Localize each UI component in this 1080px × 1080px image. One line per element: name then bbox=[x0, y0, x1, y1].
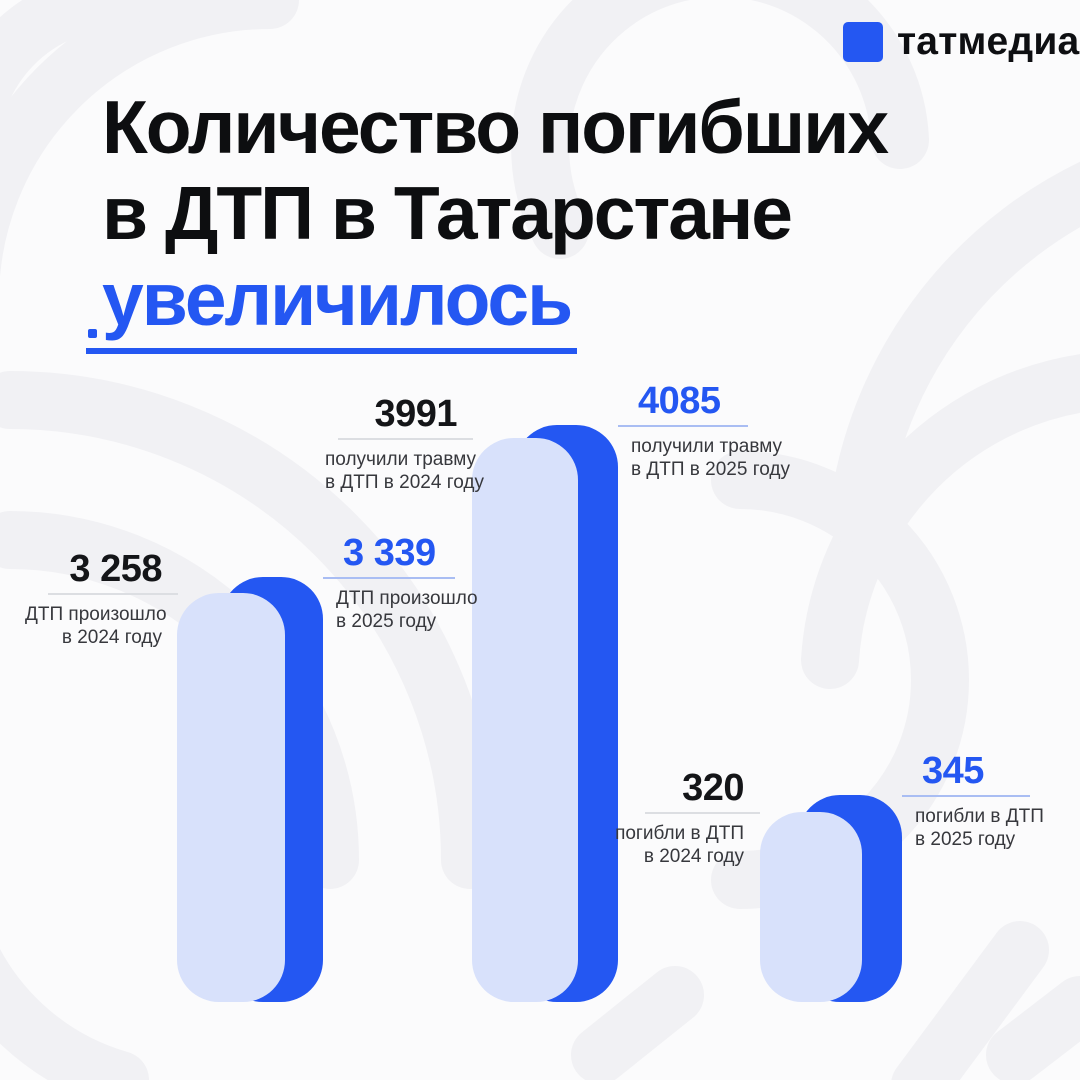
desc-line-2: в ДТП в 2025 году bbox=[631, 459, 790, 480]
callout-line-2025 bbox=[618, 425, 748, 427]
value-2024: 3 258 bbox=[69, 548, 162, 590]
brand-name: татмедиа bbox=[897, 20, 1080, 63]
label-2024-group-2: 3991 получили травму в ДТП в 2024 году bbox=[325, 392, 484, 494]
value-desc-2025: ДТП произошло в 2025 году bbox=[323, 587, 478, 633]
value-2024: 320 bbox=[682, 767, 744, 809]
label-2025-group-2: 4085 получили травму в ДТП в 2025 году bbox=[618, 379, 790, 481]
desc-line-1: погибли в ДТП bbox=[615, 823, 744, 844]
label-2025-group-1: 3 339 ДТП произошло в 2025 году bbox=[323, 531, 478, 633]
desc-line-1: ДТП произошло bbox=[25, 604, 167, 625]
desc-line-1: ДТП произошло bbox=[336, 588, 478, 609]
headline-line-2: в ДТП в Татарстане bbox=[102, 171, 793, 255]
value-2024: 3991 bbox=[374, 393, 457, 435]
label-2024-group-1: 3 258 ДТП произошло в 2024 году bbox=[25, 547, 178, 649]
value-desc-2025: получили травму в ДТП в 2025 году bbox=[618, 435, 790, 481]
desc-line-2: в 2024 году bbox=[643, 846, 744, 867]
headline-highlight: увеличилось bbox=[86, 256, 578, 354]
headline-line-1: Количество погибших bbox=[102, 85, 889, 169]
label-2025-group-3: 345 погибли в ДТП в 2025 году bbox=[902, 749, 1052, 851]
value-desc-2024: ДТП произошло в 2024 году bbox=[25, 603, 178, 649]
value-2025: 4085 bbox=[638, 380, 721, 422]
bar-2024-group-1 bbox=[177, 593, 285, 1002]
brand-logo: татмедиа bbox=[843, 20, 1079, 64]
desc-line-1: получили травму bbox=[325, 449, 477, 470]
bar-2024-group-2 bbox=[472, 438, 578, 1002]
value-2025: 345 bbox=[922, 750, 984, 792]
callout-line-2025 bbox=[902, 795, 1030, 797]
value-desc-2024: погибли в ДТП в 2024 году bbox=[600, 822, 760, 868]
callout-line-2024 bbox=[48, 593, 178, 595]
value-desc-2024: получили травму в ДТП в 2024 году bbox=[325, 448, 484, 494]
label-2024-group-3: 320 погибли в ДТП в 2024 году bbox=[600, 766, 760, 868]
callout-line-2025 bbox=[323, 577, 455, 579]
desc-line-1: погибли в ДТП bbox=[915, 806, 1044, 827]
desc-line-1: получили травму bbox=[631, 436, 783, 457]
value-desc-2025: погибли в ДТП в 2025 году bbox=[902, 805, 1052, 851]
headline: Количество погибших в ДТП в Татарстане уве… bbox=[86, 84, 889, 354]
bar-2024-group-3 bbox=[760, 812, 862, 1002]
value-2025: 3 339 bbox=[343, 532, 436, 574]
desc-line-2: в ДТП в 2024 году bbox=[325, 472, 484, 493]
callout-line-2024 bbox=[645, 812, 760, 814]
brand-square-icon bbox=[843, 22, 883, 62]
desc-line-2: в 2024 году bbox=[61, 627, 162, 648]
callout-line-2024 bbox=[338, 438, 473, 440]
desc-line-2: в 2025 году bbox=[336, 611, 437, 632]
desc-line-2: в 2025 году bbox=[915, 829, 1016, 850]
